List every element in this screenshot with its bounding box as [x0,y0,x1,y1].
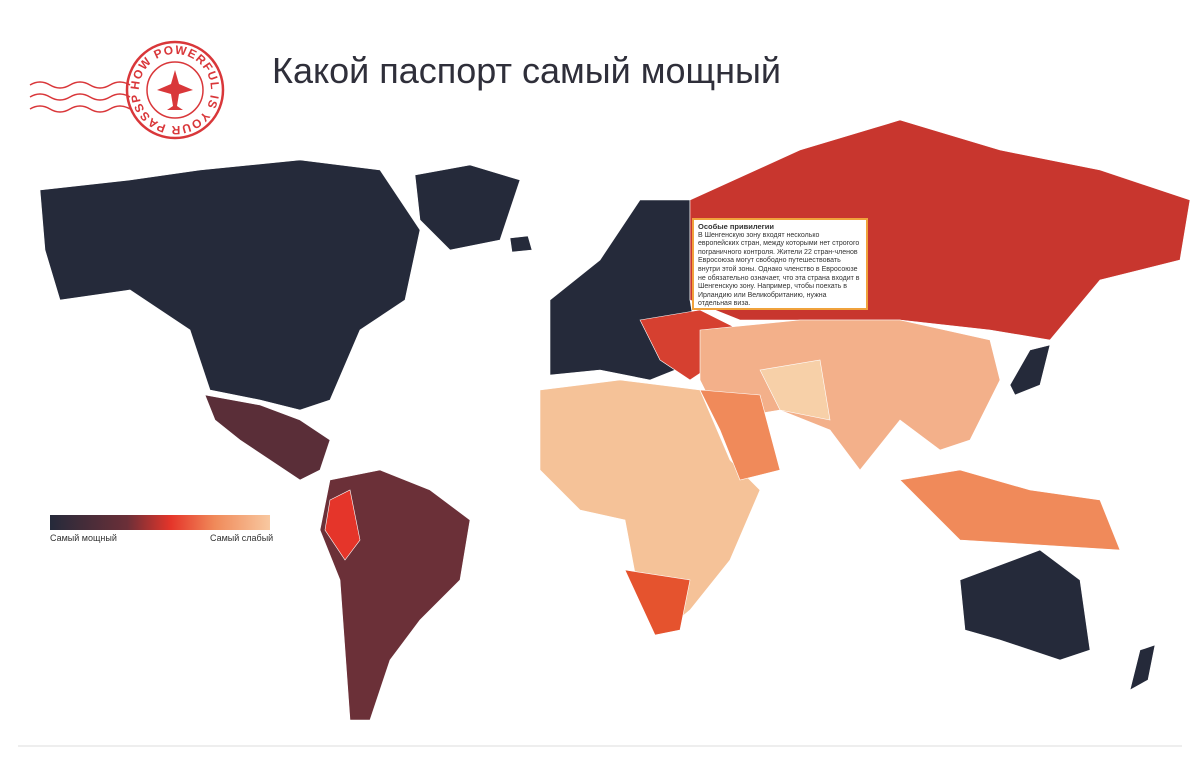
title: Какой паспорт самый мощный [272,50,782,91]
countries [39,119,1191,721]
legend-weakest: Самый слабый [210,533,274,543]
stamp [29,40,225,140]
tooltip-title: Особые привилегии [698,222,775,231]
tooltip-body: В Шенгенскую зону входят несколько европ… [698,231,860,308]
tooltip: Особые привилегии В Шенгенскую зону вход… [692,218,868,310]
legend-scale [50,515,270,530]
legend-strongest: Самый мощный [50,533,117,543]
stamp-text-path: HOW POWERFUL IS YOUR PASSPORT? [0,0,221,137]
stamp-text: HOW POWERFUL IS YOUR PASSPORT? [0,0,222,137]
